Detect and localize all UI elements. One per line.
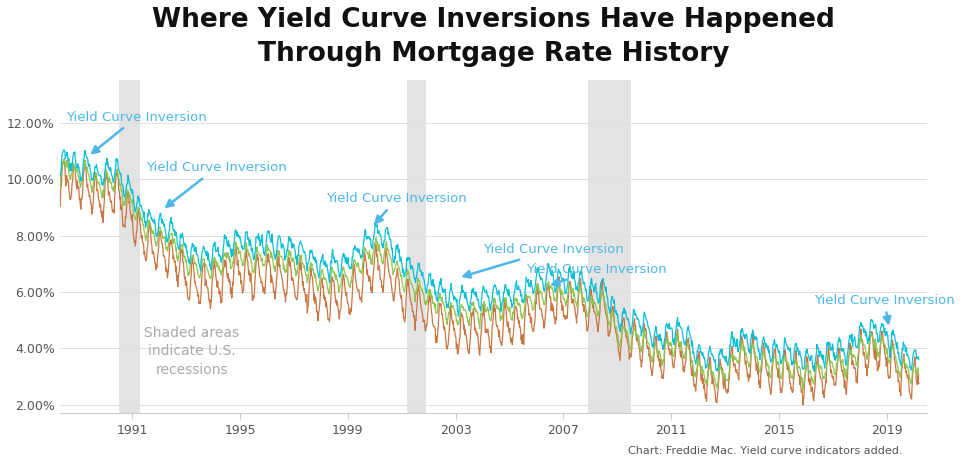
- Bar: [119, 81, 141, 413]
- Text: Yield Curve Inversion: Yield Curve Inversion: [145, 161, 287, 207]
- Text: Yield Curve Inversion: Yield Curve Inversion: [526, 263, 667, 285]
- Text: Shaded areas
indicate U.S.
recessions: Shaded areas indicate U.S. recessions: [144, 326, 239, 377]
- Text: Yield Curve Inversion: Yield Curve Inversion: [66, 110, 207, 153]
- Text: Chart: Freddie Mac. Yield curve indicators added.: Chart: Freddie Mac. Yield curve indicato…: [628, 446, 902, 457]
- Title: Where Yield Curve Inversions Have Happened
Through Mortgage Rate History: Where Yield Curve Inversions Have Happen…: [152, 7, 834, 67]
- Text: Yield Curve Inversion: Yield Curve Inversion: [326, 192, 468, 223]
- Bar: [588, 81, 630, 413]
- Bar: [407, 81, 426, 413]
- Text: Yield Curve Inversion: Yield Curve Inversion: [814, 294, 955, 323]
- Text: Yield Curve Inversion: Yield Curve Inversion: [464, 243, 624, 277]
